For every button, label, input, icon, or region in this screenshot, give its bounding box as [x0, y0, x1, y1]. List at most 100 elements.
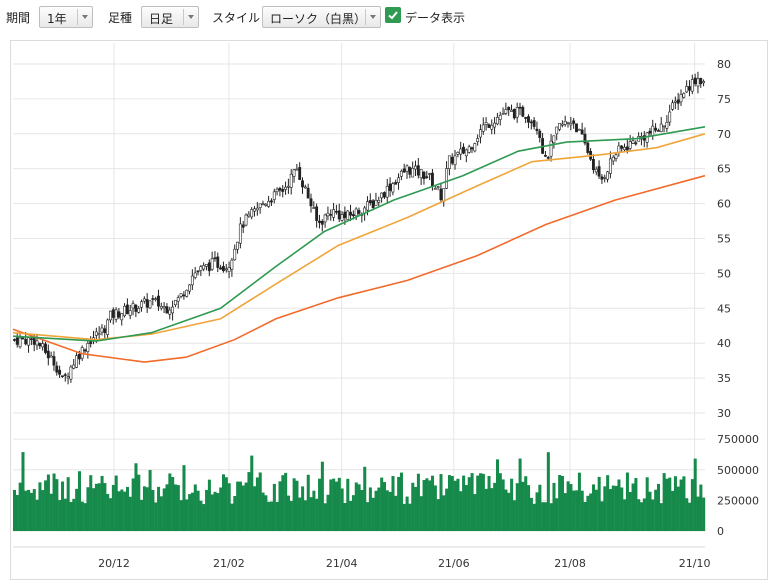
volume-bar: [549, 503, 553, 531]
candle-body: [323, 214, 327, 223]
candle-body: [75, 355, 78, 368]
candle-body: [405, 165, 409, 172]
candle-body: [303, 186, 307, 189]
volume-bar: [236, 481, 240, 531]
volume-bar: [538, 484, 542, 531]
candle-body: [157, 295, 160, 307]
volume-bar: [145, 487, 149, 531]
volume-bar: [402, 503, 406, 531]
candle-body: [462, 146, 465, 154]
candle-body: [515, 107, 519, 118]
volume-bar: [504, 489, 508, 531]
volume-bar: [515, 483, 519, 531]
volume-bar: [518, 458, 522, 531]
candle-body: [258, 203, 262, 208]
volume-bar: [123, 491, 127, 531]
volume-bar: [55, 479, 59, 531]
candle-body: [521, 106, 525, 117]
volume-bar: [157, 486, 161, 531]
candle-body: [682, 93, 686, 98]
candle-body: [532, 120, 536, 127]
volume-bar: [351, 495, 355, 531]
candle-body: [428, 173, 432, 175]
candle-body: [230, 259, 234, 270]
candle-body: [688, 86, 691, 91]
candle-body: [631, 140, 635, 144]
candle-body: [476, 138, 480, 143]
candle-body: [233, 248, 237, 261]
candle-body: [382, 192, 386, 198]
volume-bar: [303, 500, 307, 531]
volume-bar: [414, 486, 418, 531]
candle-body: [549, 140, 553, 157]
volume-bar: [13, 489, 17, 531]
volume-bar: [572, 490, 576, 531]
period-select[interactable]: 1年: [39, 6, 93, 28]
candle-body: [414, 165, 417, 170]
candle-body: [654, 127, 658, 131]
data-display-label[interactable]: データ表示: [405, 11, 466, 25]
volume-tick-label: 0: [717, 525, 724, 538]
volume-bar: [693, 458, 697, 531]
candle-body: [391, 183, 395, 193]
volume-bar: [668, 477, 672, 531]
candle-body: [137, 308, 141, 313]
price-tick-label: 80: [717, 58, 731, 71]
volume-bar: [583, 501, 587, 531]
candle-body: [575, 123, 578, 133]
volume-bar: [527, 485, 531, 531]
bar-type-select[interactable]: 日足: [141, 6, 199, 28]
volume-bar: [487, 475, 491, 531]
volume-bar: [620, 487, 624, 531]
volume-bar: [343, 502, 347, 531]
volume-bar: [447, 475, 451, 531]
candle-body: [284, 186, 287, 190]
candle-body: [168, 309, 172, 315]
volume-bar: [332, 478, 336, 531]
checkmark-icon: [388, 11, 398, 20]
volume-bar: [659, 503, 663, 531]
volume-bar: [580, 490, 584, 531]
candle-body: [114, 309, 118, 320]
volume-bar: [425, 478, 429, 531]
style-select[interactable]: ローソク（白黒）: [262, 6, 381, 28]
volume-bar: [377, 487, 381, 531]
chevron-down-icon: [77, 9, 92, 25]
volume-bar: [151, 489, 155, 531]
candle-body: [586, 142, 590, 153]
candle-body: [241, 224, 245, 228]
candle-body: [535, 128, 539, 131]
volume-bar: [592, 484, 596, 531]
candle-body: [46, 350, 50, 359]
volume-bar: [541, 502, 545, 531]
volume-bar: [699, 484, 703, 531]
candle-body: [162, 306, 166, 309]
data-display-checkbox[interactable]: [385, 7, 401, 23]
candle-body: [583, 133, 587, 144]
volume-bar: [193, 484, 197, 531]
volume-bar: [445, 488, 449, 531]
volume-bar: [140, 499, 144, 531]
volume-bar: [284, 472, 288, 531]
candle-body: [563, 120, 567, 125]
candle-body: [343, 211, 347, 219]
volume-bar: [148, 469, 152, 531]
candle-body: [453, 155, 457, 166]
candle-body: [270, 200, 273, 203]
volume-bar: [275, 501, 279, 531]
candle-body: [388, 183, 392, 191]
volume-bar: [544, 502, 548, 531]
volume-bar: [77, 471, 81, 531]
volume-bar: [560, 476, 564, 531]
volume-bar: [216, 493, 220, 531]
candle-body: [456, 152, 460, 155]
volume-bar: [75, 488, 79, 531]
volume-bar: [270, 501, 274, 531]
candle-body: [131, 303, 135, 309]
candle-body: [419, 169, 423, 179]
x-tick-label: 21/08: [554, 557, 586, 570]
candle-body: [298, 167, 302, 180]
candle-body: [196, 270, 200, 273]
volume-bar: [312, 490, 316, 531]
candle-body: [176, 297, 180, 302]
